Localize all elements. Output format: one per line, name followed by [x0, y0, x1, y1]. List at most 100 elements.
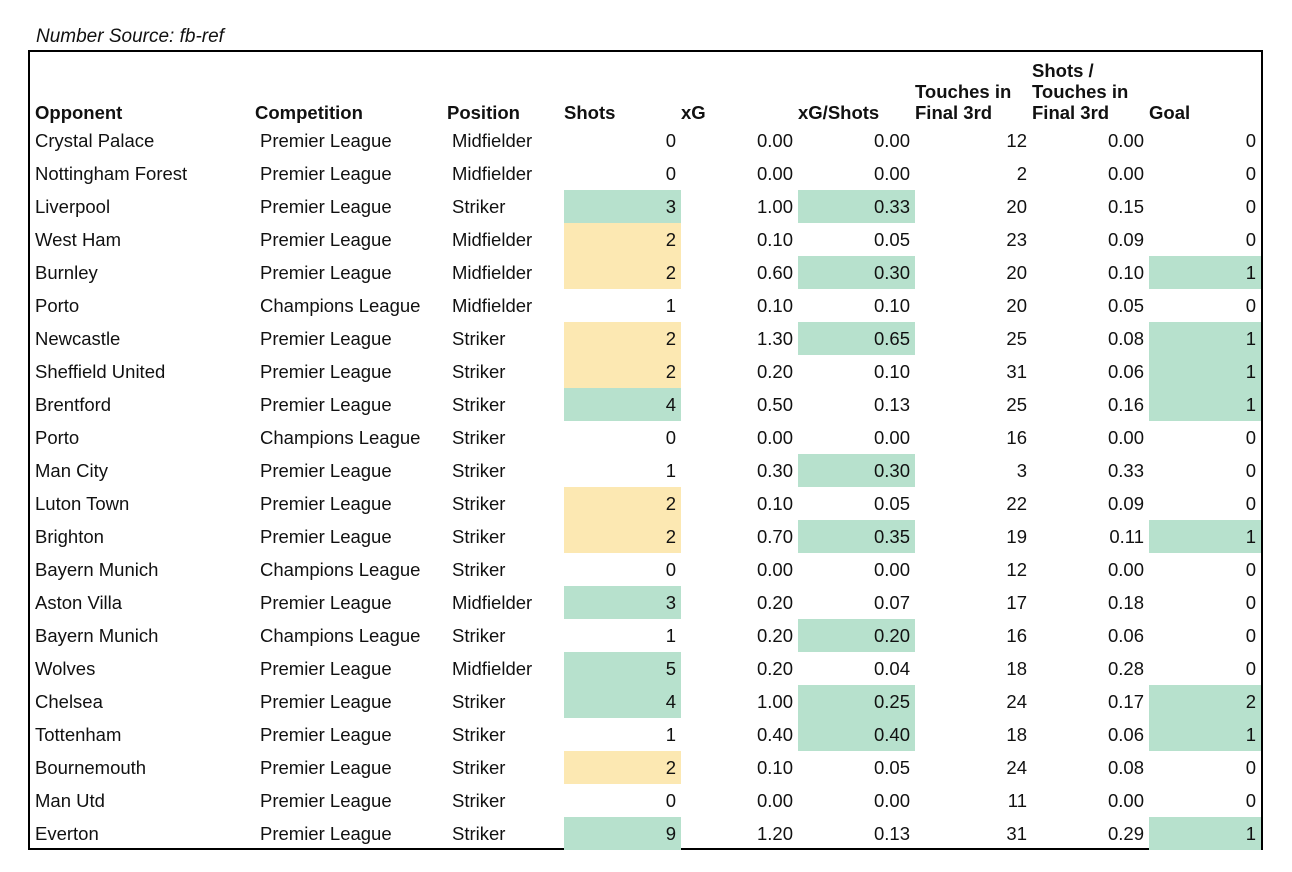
cell-shots[interactable]: 3 [564, 586, 681, 619]
cell-shots[interactable]: 4 [564, 685, 681, 718]
cell-shots[interactable]: 0 [665, 559, 676, 580]
cell-position[interactable]: Striker [452, 394, 506, 415]
cell-shots[interactable]: 2 [564, 256, 681, 289]
cell-competition[interactable]: Premier League [260, 790, 392, 811]
cell-xg[interactable]: 0.20 [756, 625, 793, 646]
cell-position[interactable]: Striker [452, 460, 506, 481]
cell-shots-per-touch[interactable]: 0.00 [1107, 163, 1144, 184]
cell-touches-final-third[interactable]: 24 [1006, 757, 1027, 778]
cell-opponent[interactable]: Wolves [35, 658, 96, 679]
cell-position[interactable]: Striker [452, 790, 506, 811]
column-header-competition[interactable]: Competition [255, 102, 363, 123]
cell-goal[interactable]: 0 [1245, 757, 1256, 778]
cell-opponent[interactable]: Burnley [35, 262, 98, 283]
cell-xg-per-shot[interactable]: 0.25 [798, 685, 915, 718]
cell-position[interactable]: Striker [452, 823, 506, 844]
cell-touches-final-third[interactable]: 2 [1016, 163, 1027, 184]
cell-opponent[interactable]: Bayern Munich [35, 625, 159, 646]
cell-xg[interactable]: 0.30 [756, 460, 793, 481]
cell-xg[interactable]: 0.70 [756, 526, 793, 547]
cell-touches-final-third[interactable]: 16 [1006, 427, 1027, 448]
cell-xg[interactable]: 1.30 [756, 328, 793, 349]
cell-shots[interactable]: 2 [564, 487, 681, 520]
cell-position[interactable]: Striker [452, 493, 506, 514]
cell-goal[interactable]: 0 [1245, 295, 1256, 316]
cell-opponent[interactable]: Aston Villa [35, 592, 123, 613]
cell-xg-per-shot[interactable]: 0.00 [873, 163, 910, 184]
cell-competition[interactable]: Premier League [260, 460, 392, 481]
cell-xg-per-shot[interactable]: 0.13 [873, 394, 910, 415]
cell-opponent[interactable]: Nottingham Forest [35, 163, 188, 184]
cell-goal[interactable]: 0 [1245, 625, 1256, 646]
cell-shots[interactable]: 3 [564, 190, 681, 223]
cell-shots-per-touch[interactable]: 0.09 [1107, 493, 1144, 514]
cell-xg-per-shot[interactable]: 0.13 [873, 823, 910, 844]
cell-touches-final-third[interactable]: 11 [1007, 790, 1027, 811]
cell-shots-per-touch[interactable]: 0.00 [1107, 427, 1144, 448]
cell-position[interactable]: Striker [452, 328, 506, 349]
cell-xg-per-shot[interactable]: 0.00 [873, 790, 910, 811]
cell-shots[interactable]: 1 [665, 625, 676, 646]
cell-opponent[interactable]: Everton [35, 823, 99, 844]
cell-competition[interactable]: Premier League [260, 196, 392, 217]
cell-shots-per-touch[interactable]: 0.18 [1107, 592, 1144, 613]
cell-touches-final-third[interactable]: 3 [1016, 460, 1027, 481]
cell-competition[interactable]: Premier League [260, 757, 392, 778]
cell-shots[interactable]: 1 [665, 724, 676, 745]
cell-touches-final-third[interactable]: 22 [1006, 493, 1027, 514]
cell-competition[interactable]: Champions League [260, 625, 421, 646]
cell-opponent[interactable]: Porto [35, 427, 80, 448]
cell-xg[interactable]: 0.00 [756, 559, 793, 580]
cell-competition[interactable]: Premier League [260, 724, 392, 745]
cell-touches-final-third[interactable]: 31 [1006, 823, 1027, 844]
cell-opponent[interactable]: Brentford [35, 394, 112, 415]
cell-position[interactable]: Striker [452, 691, 506, 712]
cell-opponent[interactable]: Tottenham [35, 724, 122, 745]
cell-shots[interactable]: 0 [665, 790, 676, 811]
cell-goal[interactable]: 1 [1149, 520, 1261, 553]
cell-position[interactable]: Midfielder [452, 262, 533, 283]
cell-shots-per-touch[interactable]: 0.00 [1107, 130, 1144, 151]
cell-xg-per-shot[interactable]: 0.30 [798, 454, 915, 487]
cell-touches-final-third[interactable]: 31 [1006, 361, 1027, 382]
column-header-shots-per-touch[interactable]: Shots / Touches in Final 3rd [1032, 60, 1129, 123]
cell-competition[interactable]: Premier League [260, 394, 392, 415]
cell-xg-per-shot[interactable]: 0.30 [798, 256, 915, 289]
cell-xg-per-shot[interactable]: 0.40 [798, 718, 915, 751]
cell-opponent[interactable]: Liverpool [35, 196, 111, 217]
cell-xg[interactable]: 1.00 [756, 691, 793, 712]
cell-xg-per-shot[interactable]: 0.05 [873, 229, 910, 250]
cell-xg-per-shot[interactable]: 0.00 [873, 130, 910, 151]
cell-shots-per-touch[interactable]: 0.15 [1107, 196, 1144, 217]
cell-xg[interactable]: 0.20 [756, 361, 793, 382]
cell-goal[interactable]: 0 [1245, 790, 1256, 811]
cell-goal[interactable]: 1 [1149, 355, 1261, 388]
cell-shots-per-touch[interactable]: 0.11 [1109, 526, 1144, 547]
cell-xg[interactable]: 0.10 [756, 493, 793, 514]
cell-xg[interactable]: 0.20 [756, 592, 793, 613]
cell-xg[interactable]: 0.10 [756, 295, 793, 316]
cell-xg-per-shot[interactable]: 0.35 [798, 520, 915, 553]
cell-xg[interactable]: 0.10 [756, 229, 793, 250]
cell-xg[interactable]: 0.00 [756, 427, 793, 448]
cell-shots-per-touch[interactable]: 0.06 [1107, 724, 1144, 745]
cell-shots[interactable]: 2 [564, 223, 681, 256]
cell-competition[interactable]: Premier League [260, 229, 392, 250]
cell-xg[interactable]: 0.40 [756, 724, 793, 745]
column-header-shots[interactable]: Shots [564, 102, 616, 123]
cell-goal[interactable]: 1 [1149, 718, 1261, 751]
cell-goal[interactable]: 0 [1245, 559, 1256, 580]
cell-shots-per-touch[interactable]: 0.05 [1107, 295, 1144, 316]
cell-competition[interactable]: Premier League [260, 361, 392, 382]
cell-xg-per-shot[interactable]: 0.10 [873, 361, 910, 382]
cell-opponent[interactable]: Porto [35, 295, 80, 316]
cell-goal[interactable]: 1 [1149, 388, 1261, 421]
cell-xg-per-shot[interactable]: 0.07 [873, 592, 910, 613]
cell-opponent[interactable]: Luton Town [35, 493, 130, 514]
cell-shots-per-touch[interactable]: 0.10 [1107, 262, 1144, 283]
cell-touches-final-third[interactable]: 19 [1006, 526, 1027, 547]
cell-goal[interactable]: 0 [1245, 229, 1256, 250]
cell-shots-per-touch[interactable]: 0.00 [1107, 790, 1144, 811]
cell-shots[interactable]: 2 [564, 520, 681, 553]
cell-xg-per-shot[interactable]: 0.33 [798, 190, 915, 223]
